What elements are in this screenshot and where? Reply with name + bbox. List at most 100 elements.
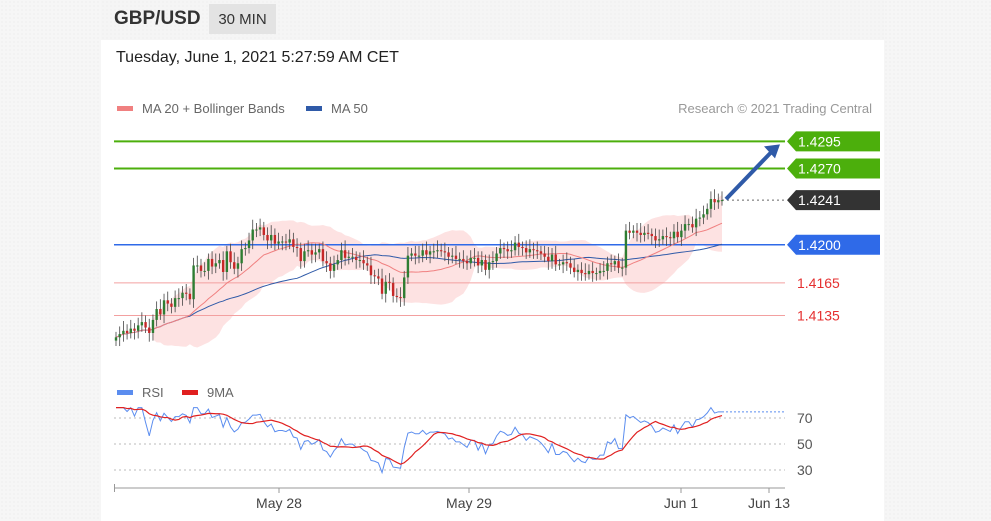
candle-body [465,261,469,264]
candle-body [476,257,480,266]
legend-label-9ma: 9MA [207,385,234,400]
candle-body [469,257,472,264]
chart-datetime: Tuesday, June 1, 2021 5:27:59 AM CET [116,49,399,66]
candle-body [598,270,602,274]
candle-body [414,253,417,256]
candle-body [547,256,550,262]
candle-body [488,262,491,270]
candle-body [694,218,698,228]
candle-body [480,260,484,266]
candle-body [336,260,339,265]
candle-body [506,249,509,252]
candle-body [669,237,672,239]
candle-body [247,240,251,249]
candle-body [528,249,532,253]
candle-body [273,234,277,244]
rsi-tick-70: 70 [797,410,813,426]
candle-body [395,295,399,298]
candle-body [343,250,347,258]
candle-body [151,319,155,333]
page-margin-left [0,0,101,521]
candle-body [550,254,554,262]
candle-body [691,224,694,228]
candle-body [118,334,121,338]
candle-body [654,236,657,241]
candle-body [303,251,306,262]
candle-body [185,292,188,294]
bollinger-band-fill [152,194,722,348]
rsi-9ma-line [116,407,723,465]
candle-body [351,256,354,258]
candle-body [458,258,461,260]
candle-body [561,262,565,265]
candle-body [410,253,413,256]
level-label-5: 1.4135 [797,308,840,324]
candle-body [306,250,310,252]
candle-body [565,262,569,264]
candle-body [521,246,524,249]
candle-body [484,260,487,270]
candle-body [225,251,229,272]
candle-body [114,337,118,341]
candle-body [269,234,273,241]
candle-body [428,251,432,255]
candle-body [399,297,402,299]
candle-body [606,263,609,271]
candlesticks [114,144,780,347]
candle-body [373,275,376,277]
rsi-tick-50: 50 [797,436,813,452]
page-margin-right [884,0,991,521]
candle-body [358,260,362,262]
candle-body [421,250,424,256]
candle-body [720,200,724,202]
level-label-1: 1.4270 [798,161,841,177]
candle-body [196,265,199,267]
candle-body [188,293,192,300]
candle-body [602,270,605,272]
candle-body [125,330,129,333]
candle-body [639,232,642,235]
candle-body [687,224,690,226]
candle-body [539,251,543,254]
candle-body [609,263,613,265]
ma20-line [115,222,723,338]
x-tick-label-2: Jun 1 [664,495,698,511]
candle-body [569,263,572,268]
candle-body [680,230,683,238]
candle-body [266,234,269,241]
candle-body [554,254,557,265]
candle-body [295,246,299,249]
candle-body [706,208,709,215]
candle-body [683,224,687,231]
timeframe-button[interactable]: 30 MIN [209,4,276,34]
candle-body [672,231,676,239]
candle-body [354,256,358,261]
candle-body [181,292,184,299]
legend-label-rsi: RSI [142,385,164,400]
candle-body [244,248,247,250]
candle-body [148,327,151,333]
candle-body [292,239,295,247]
legend-swatch-ma20 [117,106,133,111]
candle-body [140,322,144,326]
level-label-3: 1.4200 [798,237,841,253]
candle-body [536,250,539,252]
candle-body [517,242,520,247]
candle-body [713,199,716,203]
level-tags: 1.4295 1.4270 1.4241 1.4200 1.4165 1.4135 [787,131,880,324]
candle-body [591,270,594,274]
candle-body [340,250,343,261]
candle-body [621,267,624,269]
rsi-tick-30: 30 [797,462,813,478]
candle-body [524,248,528,253]
x-tick-label-1: May 29 [446,495,492,511]
symbol-title: GBP/USD [114,8,201,29]
candle-body [366,263,369,266]
candle-body [643,232,646,235]
candle-body [617,261,620,268]
candle-body [491,261,495,263]
candle-body [543,253,546,257]
candle-body [203,270,206,272]
candle-body [325,261,328,264]
candle-body [473,257,476,259]
